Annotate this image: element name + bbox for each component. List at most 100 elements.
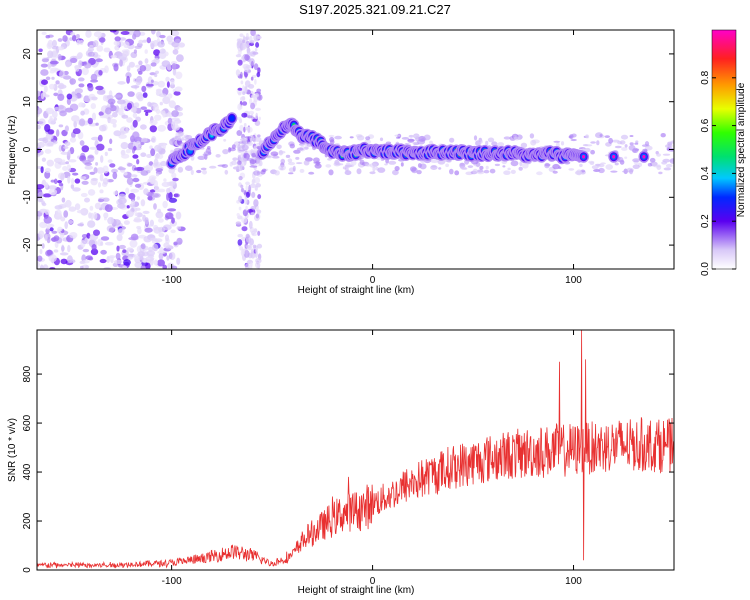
noise-blob: [140, 265, 146, 269]
halo-blob: [231, 144, 236, 149]
noise-blob: [149, 178, 156, 184]
halo-blob: [518, 166, 523, 171]
halo-blob: [177, 136, 181, 141]
noise-blob: [158, 218, 164, 223]
noise-blob: [78, 102, 85, 108]
noise-blob: [59, 70, 66, 78]
snr-x-tick-label: 0: [370, 576, 376, 587]
halo-blob: [289, 143, 295, 149]
noise-blob: [53, 249, 59, 253]
noise-blob: [169, 252, 176, 260]
halo-blob: [257, 134, 261, 138]
noise-blob: [139, 65, 147, 72]
noise-blob: [159, 48, 166, 54]
noise-blob: [81, 264, 90, 269]
noise-blob: [114, 36, 121, 42]
noise-blob: [158, 93, 167, 98]
noise-blob: [65, 107, 74, 113]
noise-blob: [159, 34, 166, 39]
noise-blob: [109, 138, 113, 145]
noise-blob: [111, 168, 118, 174]
noise-blob: [45, 107, 54, 115]
noise-blob: [127, 162, 133, 167]
halo-blob: [207, 146, 211, 150]
noise-blob: [112, 123, 117, 128]
noise-blob: [258, 116, 262, 121]
noise-blob: [37, 141, 45, 148]
halo-blob: [667, 143, 673, 149]
noise-blob: [100, 236, 110, 241]
halo-blob: [632, 158, 640, 163]
noise-blob: [245, 205, 248, 211]
noise-blob: [39, 197, 44, 203]
snr-x-tick-label: 100: [565, 576, 582, 587]
noise-blob: [99, 124, 107, 132]
noise-blob: [166, 255, 170, 261]
noise-blob: [91, 177, 98, 181]
noise-blob: [149, 125, 157, 133]
noise-blob: [255, 42, 260, 48]
noise-blob: [87, 154, 95, 163]
noise-blob: [145, 262, 151, 269]
halo-blob: [479, 139, 483, 144]
halo-blob: [485, 165, 489, 170]
halo-blob: [660, 133, 666, 138]
halo-blob: [653, 165, 661, 168]
noise-blob: [78, 77, 85, 82]
noise-blob: [107, 217, 114, 225]
noise-blob: [178, 42, 186, 48]
noise-blob: [151, 136, 157, 143]
halo-blob: [610, 170, 618, 173]
noise-blob: [140, 152, 147, 157]
noise-blob: [152, 193, 161, 198]
noise-blob: [175, 71, 183, 80]
noise-blob: [154, 114, 162, 121]
noise-blob: [174, 86, 183, 92]
halo-blob: [237, 160, 242, 166]
noise-blob: [257, 67, 261, 74]
noise-blob: [84, 165, 94, 170]
halo-blob: [570, 138, 577, 142]
noise-blob: [253, 34, 259, 42]
noise-blob: [242, 209, 248, 217]
noise-blob: [250, 30, 256, 37]
noise-blob: [126, 177, 134, 186]
ridge-blob: [582, 154, 586, 159]
noise-blob: [96, 143, 105, 151]
noise-blob: [123, 41, 130, 49]
noise-blob: [241, 112, 248, 118]
noise-blob: [151, 30, 156, 35]
noise-blob: [248, 220, 253, 229]
noise-blob: [122, 265, 127, 269]
halo-blob: [416, 170, 422, 175]
noise-blob: [171, 137, 175, 146]
noise-blob: [159, 101, 163, 106]
halo-blob: [494, 163, 500, 167]
noise-blob: [149, 219, 154, 227]
halo-blob: [429, 140, 433, 145]
halo-blob: [485, 140, 489, 146]
noise-blob: [117, 228, 125, 236]
noise-blob: [251, 230, 255, 236]
noise-blob: [236, 130, 243, 136]
noise-blob: [94, 202, 101, 210]
noise-blob: [49, 227, 54, 232]
halo-blob: [280, 158, 286, 164]
noise-blob: [175, 211, 182, 220]
halo-blob: [553, 140, 561, 143]
noise-blob: [117, 203, 126, 209]
noise-blob: [154, 73, 158, 78]
ridge-blob: [230, 116, 234, 121]
noise-blob: [46, 159, 54, 167]
noise-blob: [136, 196, 140, 201]
noise-blob: [96, 45, 104, 52]
noise-blob: [91, 136, 100, 141]
noise-blob: [246, 33, 249, 38]
noise-blob: [74, 178, 81, 184]
noise-blob: [240, 184, 244, 189]
noise-blob: [47, 39, 54, 48]
noise-blob: [89, 205, 94, 211]
noise-blob: [251, 191, 256, 198]
noise-blob: [130, 107, 137, 113]
halo-blob: [510, 160, 519, 167]
